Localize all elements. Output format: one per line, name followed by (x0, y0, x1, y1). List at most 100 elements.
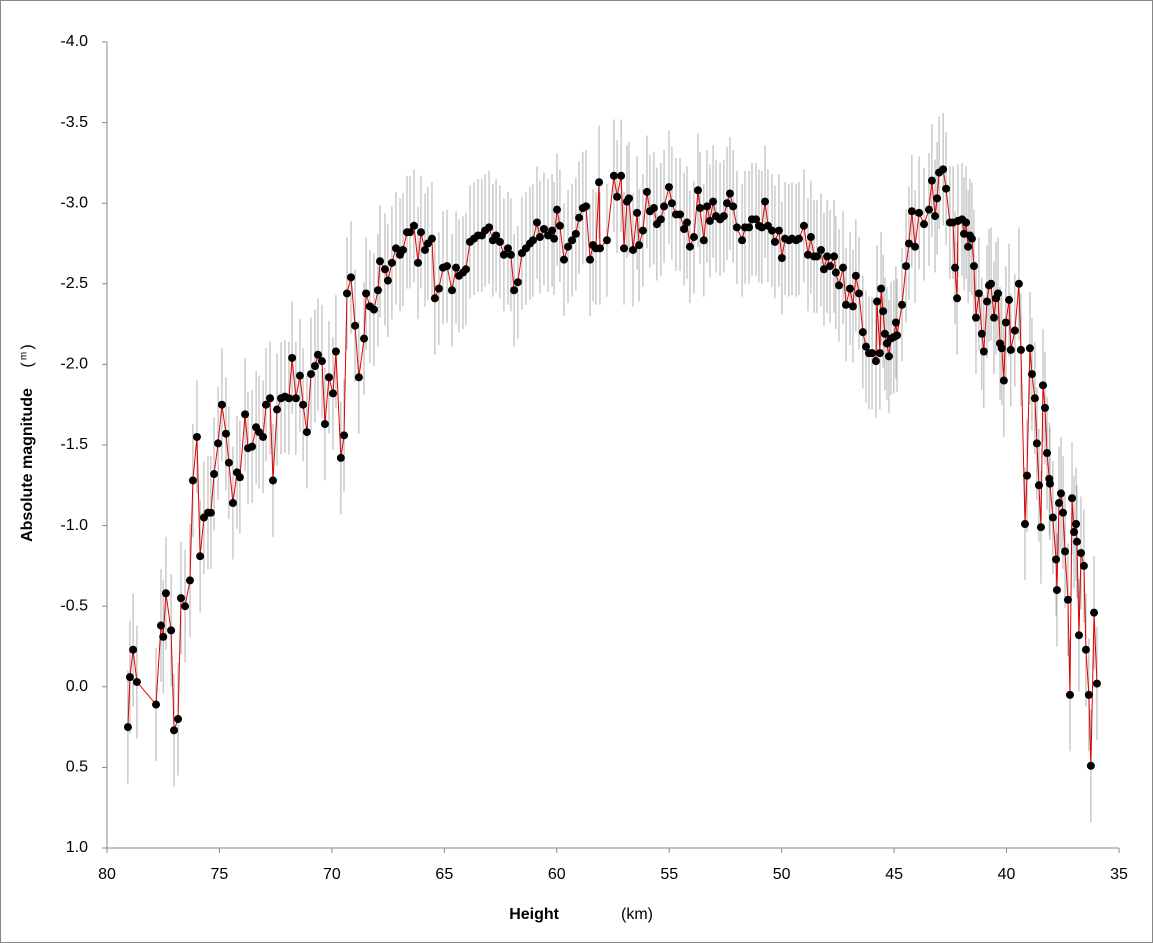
data-point (210, 470, 219, 479)
data-point (656, 215, 665, 224)
data-point (170, 726, 179, 735)
data-point (373, 286, 382, 295)
data-point (288, 353, 297, 362)
data-point (1001, 318, 1010, 327)
data-point (689, 233, 698, 242)
data-point (369, 305, 378, 314)
data-point (848, 302, 857, 311)
data-point (1076, 549, 1085, 558)
data-point (609, 171, 618, 180)
data-point (982, 297, 991, 306)
data-point (568, 236, 577, 245)
data-point (1074, 631, 1083, 640)
data-point (434, 284, 443, 293)
y-tick-label: 1.0 (66, 839, 88, 856)
data-point (624, 194, 633, 203)
y-axis-title: Absolute magnitude (19, 388, 36, 542)
data-point (1043, 449, 1052, 458)
data-point (931, 212, 940, 221)
data-point (185, 576, 194, 585)
data-point (1041, 403, 1050, 412)
data-point (699, 236, 708, 245)
data-point (1067, 494, 1076, 503)
data-point (329, 389, 338, 398)
data-point (846, 284, 855, 293)
y-tick-label: -0.5 (60, 597, 88, 614)
data-point (1079, 561, 1088, 570)
y-tick-label: -2.5 (60, 275, 88, 292)
data-point (703, 202, 712, 211)
data-point (799, 221, 808, 230)
data-point (1034, 481, 1043, 490)
data-point (188, 476, 197, 485)
data-point (709, 197, 718, 206)
data-point (340, 431, 349, 440)
data-point (510, 286, 519, 295)
data-point (858, 328, 867, 337)
data-point (951, 263, 960, 272)
data-point (347, 273, 356, 282)
data-point (156, 621, 165, 630)
data-point (1025, 344, 1034, 353)
data-point (1052, 586, 1061, 595)
data-point (1014, 279, 1023, 288)
data-point (907, 207, 916, 216)
data-point (994, 289, 1003, 298)
data-point (855, 289, 864, 298)
data-point (221, 429, 230, 438)
data-point (812, 252, 821, 261)
data-point (555, 221, 564, 230)
data-point (830, 252, 839, 261)
data-point (613, 192, 622, 201)
y-tick-label: 0.5 (66, 759, 88, 776)
data-point (331, 347, 340, 356)
data-point (685, 242, 694, 251)
data-point (806, 233, 815, 242)
data-point (506, 250, 515, 259)
data-point (1070, 528, 1079, 537)
data-point (575, 213, 584, 222)
data-point (1052, 555, 1061, 564)
data-point (839, 263, 848, 272)
data-point (942, 184, 951, 193)
data-point (1016, 345, 1025, 354)
data-point (1006, 345, 1015, 354)
data-point (953, 294, 962, 303)
data-point (214, 439, 223, 448)
data-point (380, 265, 389, 274)
data-point (535, 233, 544, 242)
data-point (1030, 394, 1039, 403)
data-point (841, 300, 850, 309)
data-point (719, 212, 728, 221)
data-point (761, 197, 770, 206)
data-point (159, 632, 168, 641)
data-point (974, 289, 983, 298)
data-point (868, 349, 877, 358)
data-point (635, 241, 644, 250)
data-point (196, 552, 205, 561)
data-point (354, 373, 363, 382)
data-point (167, 626, 176, 635)
data-point (224, 458, 233, 467)
data-point (1081, 645, 1090, 654)
data-point (633, 208, 642, 217)
data-point (831, 268, 840, 277)
data-point (682, 218, 691, 227)
y-tick-label: 0.0 (66, 678, 88, 695)
data-point (284, 394, 293, 403)
data-point (629, 245, 638, 254)
data-point (485, 223, 494, 232)
data-point (398, 245, 407, 254)
data-point (997, 344, 1006, 353)
data-point (452, 263, 461, 272)
data-point (880, 329, 889, 338)
data-point (405, 228, 414, 237)
data-point (696, 204, 705, 213)
data-point (676, 210, 685, 219)
data-point (299, 400, 308, 409)
data-point (620, 244, 629, 253)
data-point (306, 370, 315, 379)
data-point (217, 400, 226, 409)
data-point (174, 715, 183, 724)
